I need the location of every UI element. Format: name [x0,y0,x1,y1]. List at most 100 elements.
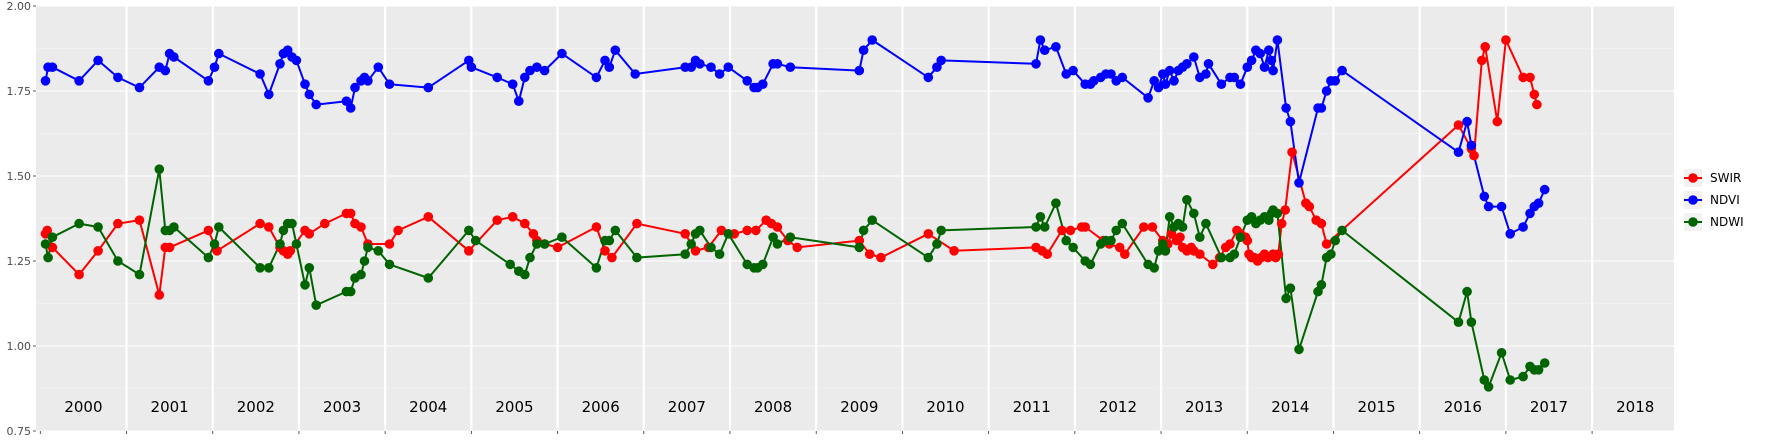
legend-marker-ndvi [1688,195,1698,205]
data-point-ndvi [706,62,716,72]
year-label: 2008 [754,398,792,416]
data-point-ndwi [1285,283,1296,294]
legend-label-swir: SWIR [1710,171,1741,185]
data-point-swir [1518,72,1528,83]
data-point-ndvi [93,55,103,66]
data-point-swir [42,225,52,236]
data-point-ndwi [1160,246,1171,256]
data-point-ndvi [1035,35,1046,45]
data-point-swir [1208,259,1218,270]
data-point-ndwi [134,269,145,280]
year-panel-labels: 2000 2001 2002 2003 2004 2005 2006 2007 2008 2009… [64,398,1654,416]
data-point-ndvi [363,76,373,86]
data-point-ndwi [1111,225,1121,236]
year-label: 2005 [495,398,533,416]
data-point-ndvi [1143,93,1153,103]
data-point-ndvi [1203,59,1214,69]
data-point-swir [1273,249,1284,259]
data-point-ndvi [1462,116,1472,127]
data-point-ndwi [300,280,310,290]
data-point-ndwi [384,259,395,270]
data-point-ndvi [1068,65,1078,76]
data-point-ndwi [464,225,474,236]
data-point-ndwi [1149,263,1159,273]
y-tick-label: 1.25 [7,255,32,268]
data-point-ndwi [203,252,214,263]
data-point-ndvi [345,103,356,113]
data-point-ndvi [514,96,524,106]
data-point-ndwi [1051,198,1061,208]
data-point-ndwi [1177,222,1188,232]
data-point-ndwi [632,252,642,263]
data-point-ndvi [854,65,865,76]
data-point-ndvi [304,89,315,100]
data-point-ndwi [1164,212,1175,222]
data-point-ndwi [505,259,515,270]
data-point-ndvi [1201,69,1211,79]
data-point-ndvi [1229,72,1240,83]
data-point-ndwi [539,239,550,249]
data-point-ndwi [47,232,58,242]
data-point-ndwi [1316,280,1327,290]
data-point-ndvi [1051,42,1061,52]
data-point-ndwi [1453,317,1464,328]
data-point-ndwi [1085,259,1096,270]
data-point-ndwi [604,235,615,246]
data-point-ndwi [423,273,434,283]
data-point-swir [1477,55,1487,66]
data-point-ndvi [350,82,360,93]
data-point-swir [1492,116,1503,127]
data-point-ndvi [74,76,84,86]
data-point-ndvi [1316,103,1327,113]
data-point-ndwi [363,242,373,253]
data-point-swir [134,215,145,225]
data-point-ndvi [758,79,768,89]
data-point-ndvi [695,59,705,69]
data-point-ndvi [1106,69,1116,79]
data-point-ndwi [1496,348,1507,358]
y-tick-label: 0.75 [7,425,32,438]
y-axis: 0.75 1.00 1.25 1.50 1.75 2.00 [7,0,36,438]
data-point-ndvi [1246,55,1257,66]
data-point-ndvi [275,59,285,69]
data-point-ndwi [1035,212,1046,222]
data-point-ndwi [356,269,366,280]
data-point-ndvi [539,65,550,76]
data-point-ndvi [160,65,171,76]
data-point-ndwi [154,164,165,174]
data-point-ndwi [723,229,734,239]
data-point-ndwi [1201,218,1211,229]
data-point-ndvi [209,62,220,72]
data-point-swir [203,225,214,236]
year-label: 2003 [323,398,361,416]
legend-label-ndwi: NDWI [1710,215,1744,229]
y-tick-label: 1.00 [7,340,32,353]
data-point-swir [1080,222,1090,232]
data-point-ndwi [591,263,602,273]
data-point-ndvi [1539,184,1550,195]
data-point-ndvi [630,69,640,79]
data-point-swir [1120,249,1130,259]
data-point-ndwi [1272,208,1283,219]
data-point-swir [520,218,530,229]
data-point-swir [164,242,175,253]
data-point-ndvi [1164,65,1175,76]
data-point-ndwi [680,249,690,259]
data-point-ndwi [304,263,315,273]
data-point-ndwi [209,239,220,249]
data-point-swir [1276,218,1287,229]
data-point-ndvi [785,62,796,72]
data-point-ndwi [74,218,84,229]
data-point-swir [384,239,395,249]
data-point-swir [320,218,330,229]
data-point-ndwi [169,222,179,232]
data-point-ndwi [93,222,103,232]
year-label: 2015 [1357,398,1395,416]
data-point-ndvi [1268,65,1278,76]
data-point-ndvi [507,79,518,89]
data-point-swir [1529,89,1540,100]
data-point-ndvi [466,62,477,72]
data-point-swir [600,246,610,256]
data-point-ndvi [1483,201,1494,212]
